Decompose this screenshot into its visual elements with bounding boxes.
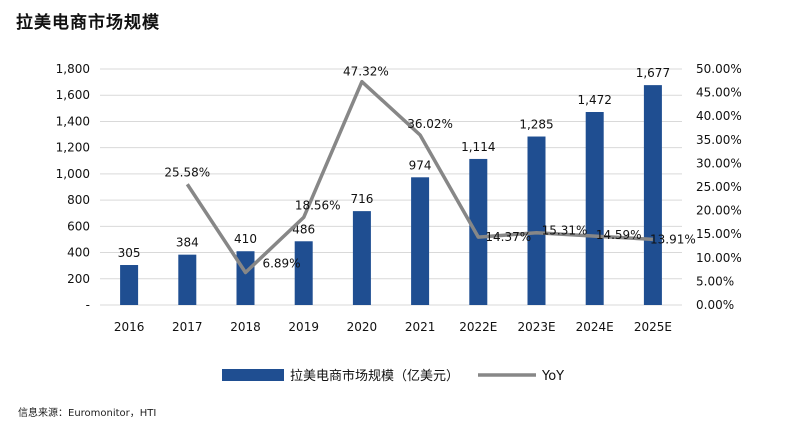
y-tick-right: 5.00% [696, 274, 734, 288]
y-tick-right: 10.00% [696, 251, 742, 265]
x-tick-label: 2016 [114, 320, 145, 334]
bar [120, 265, 139, 305]
x-tick-label: 2018 [230, 320, 261, 334]
legend-line-label: YoY [541, 369, 564, 384]
y-tick-left: 1,000 [56, 167, 90, 181]
y-tick-right: 40.00% [696, 109, 742, 123]
bar [352, 211, 371, 305]
yoy-data-label: 15.31% [542, 224, 588, 238]
x-tick-label: 2020 [347, 320, 378, 334]
yoy-data-label: 18.56% [295, 198, 341, 212]
yoy-data-label: 25.58% [164, 165, 210, 179]
bar-data-label: 716 [350, 192, 373, 206]
x-tick-label: 2021 [405, 320, 436, 334]
bar [236, 251, 255, 305]
y-tick-right: 50.00% [696, 62, 742, 76]
yoy-data-label: 13.91% [650, 232, 696, 246]
y-tick-right: 35.00% [696, 133, 742, 147]
x-tick-label: 2023E [517, 320, 555, 334]
y-tick-left: - [86, 298, 90, 312]
yoy-data-label: 14.59% [596, 228, 642, 242]
bar-data-label: 1,677 [636, 66, 670, 80]
bar [411, 177, 430, 305]
bar-data-label: 305 [118, 246, 141, 260]
bar-data-label: 1,285 [519, 118, 553, 132]
chart: - 200 400 600 800 1,000 1,200 1,400 1,600 1,800 0.… [56, 62, 742, 384]
y-tick-right: 45.00% [696, 86, 742, 100]
yoy-data-label: 6.89% [262, 256, 300, 270]
bar-data-label: 1,472 [578, 93, 612, 107]
bar [178, 254, 197, 305]
y-tick-right: 0.00% [696, 298, 734, 312]
bar-data-label: 1,114 [461, 140, 495, 154]
yoy-data-label: 14.37% [485, 230, 531, 244]
bar [643, 85, 662, 305]
y-tick-left: 600 [67, 219, 90, 233]
bar [585, 112, 604, 305]
y-tick-right: 20.00% [696, 204, 742, 218]
y-tick-left: 400 [67, 246, 90, 260]
y-tick-right: 30.00% [696, 156, 742, 170]
legend-bar-swatch [222, 369, 284, 381]
x-tick-label: 2025E [634, 320, 672, 334]
bar-data-label: 974 [409, 158, 432, 172]
x-tick-label: 2024E [576, 320, 614, 334]
legend-bar-label: 拉美电商市场规模（亿美元） [290, 368, 459, 384]
chart-title: 拉美电商市场规模 [16, 13, 160, 33]
bar [527, 136, 546, 305]
yoy-data-label: 47.32% [343, 65, 389, 79]
bar-data-label: 486 [292, 222, 315, 236]
y-tick-left: 1,600 [56, 88, 90, 102]
bar [294, 241, 313, 305]
x-tick-label: 2022E [459, 320, 497, 334]
bar-data-label: 384 [176, 236, 199, 250]
y-tick-right: 25.00% [696, 180, 742, 194]
y-tick-left: 1,400 [56, 114, 90, 128]
y-tick-left: 200 [67, 272, 90, 286]
yoy-line [185, 79, 653, 275]
bar [469, 158, 488, 305]
source-note: 信息来源：Euromonitor，HTI [18, 408, 157, 419]
x-tick-label: 2019 [288, 320, 319, 334]
bar-data-label: 410 [234, 232, 257, 246]
y-tick-left: 800 [67, 193, 90, 207]
x-tick-label: 2017 [172, 320, 203, 334]
y-tick-left: 1,800 [56, 62, 90, 76]
yoy-data-label: 36.02% [407, 117, 453, 131]
y-tick-left: 1,200 [56, 141, 90, 155]
y-tick-right: 15.00% [696, 227, 742, 241]
